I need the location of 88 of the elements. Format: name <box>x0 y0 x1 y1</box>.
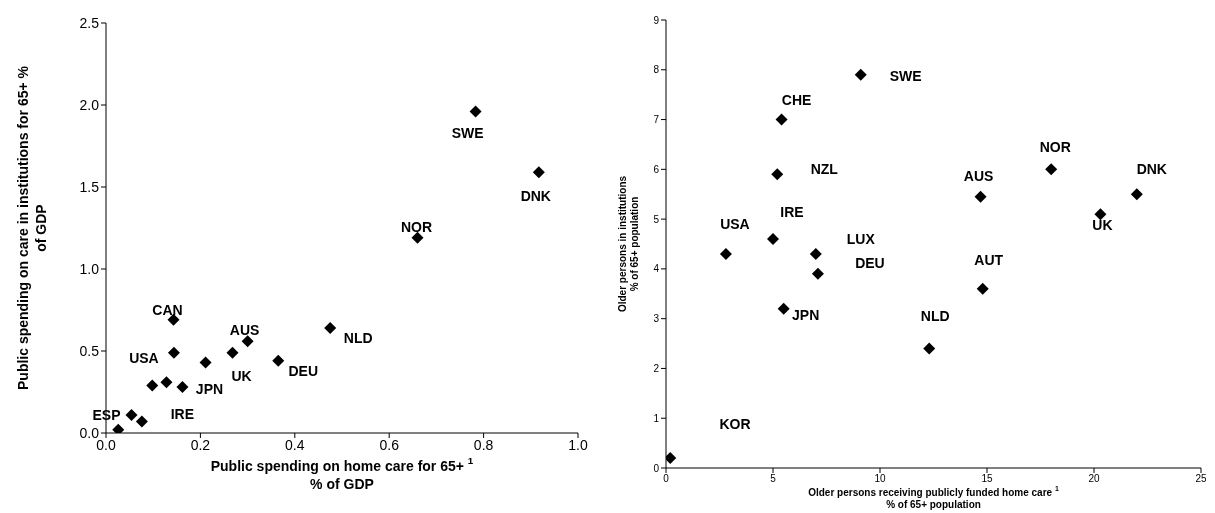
annotation: NLD <box>343 330 373 347</box>
y-tick-label: 0.0 <box>79 424 100 441</box>
point <box>112 423 125 433</box>
annotation: NLD <box>920 307 950 324</box>
point <box>811 267 824 280</box>
annotation: DNK <box>1136 161 1167 178</box>
y-tick-label: 7 <box>653 114 660 126</box>
annotation: NZL <box>810 161 839 178</box>
annotation: IRE <box>780 203 804 220</box>
point <box>809 247 822 260</box>
annotation: NOR <box>400 218 433 235</box>
annotation: DEU <box>855 254 885 271</box>
point <box>775 113 788 126</box>
annotation: LUX <box>846 230 876 247</box>
point <box>532 166 545 179</box>
point <box>666 452 677 465</box>
annotation: SWE <box>451 124 484 141</box>
annotation: AUS <box>229 322 260 339</box>
point <box>226 346 239 359</box>
point <box>976 282 989 295</box>
point <box>854 68 867 81</box>
annotation: CAN <box>152 301 183 318</box>
annotation: JPN <box>792 306 820 323</box>
x-tick-label: 0 <box>663 473 670 485</box>
annotation: DEU <box>288 362 319 379</box>
annotation: AUT <box>974 251 1004 268</box>
annotation: DNK <box>520 188 551 205</box>
x-tick-label: 5 <box>770 473 777 485</box>
annotation: JPN <box>195 381 224 398</box>
y-tick-label: 4 <box>653 263 660 275</box>
y-tick-label: 6 <box>653 163 660 175</box>
point <box>125 408 138 421</box>
point <box>923 342 936 355</box>
y-tick-label: 5 <box>653 213 660 225</box>
y-tick-label: 8 <box>653 64 660 76</box>
point <box>767 233 779 246</box>
x-tick-label: 15 <box>981 473 993 485</box>
annotation: NOR <box>1039 139 1071 156</box>
point <box>324 322 337 335</box>
annotation: KOR <box>719 416 751 432</box>
point <box>160 376 173 389</box>
point <box>176 381 189 394</box>
x-tick-label: 20 <box>1088 473 1100 485</box>
x-tick-label: 0.8 <box>473 436 494 453</box>
text: Public spending on home care for 65+ $^{1}$ % of GDP <box>210 455 474 492</box>
point <box>272 354 285 367</box>
y-tick-label: 1.0 <box>79 260 100 277</box>
annotation: SWE <box>889 67 922 84</box>
point <box>771 168 784 181</box>
annotation: CHE <box>781 91 812 108</box>
x-tick-label: 10 <box>874 473 886 485</box>
y-tick-label: 9 <box>653 14 660 26</box>
x-tick-label: 0.2 <box>190 436 211 453</box>
point <box>1130 188 1143 201</box>
point <box>469 105 482 118</box>
point <box>719 247 732 260</box>
x-tick-label: 1.0 <box>568 436 588 453</box>
y-tick-label: 1 <box>653 412 660 424</box>
annotation: ESP <box>92 406 121 423</box>
text: Older persons receiving publicly funded home care $^{1}$ % of 65+ population <box>808 484 1059 510</box>
annotation: IRE <box>170 406 195 423</box>
point <box>1045 163 1058 176</box>
annotation: UK <box>231 367 252 384</box>
y-tick-label: 3 <box>653 313 660 325</box>
point <box>167 346 180 359</box>
annotation: USA <box>129 349 159 366</box>
point <box>135 415 148 428</box>
x-tick-label: 0.6 <box>379 436 400 453</box>
annotation: AUS <box>963 167 994 184</box>
point <box>199 356 212 369</box>
annotation: UK <box>1092 217 1113 234</box>
y-axis-title: Public spending on care in institutions for 65+ % of GDP <box>15 65 49 390</box>
y-tick-label: 0.5 <box>79 342 100 359</box>
x-tick-label: 25 <box>1195 473 1207 485</box>
point <box>411 231 424 244</box>
y-tick-label: 2.0 <box>79 96 100 113</box>
y-axis-title: Older persons in institutions % of 65+ population <box>616 175 640 313</box>
x-tick-label: 0.4 <box>285 436 305 453</box>
point <box>1094 208 1107 221</box>
y-tick-label: 0 <box>653 462 660 474</box>
y-tick-label: 2 <box>653 362 660 374</box>
point <box>241 335 254 348</box>
point <box>974 190 987 203</box>
point <box>146 379 159 392</box>
y-tick-label: 1.5 <box>79 178 100 195</box>
point <box>777 302 790 315</box>
annotation: USA <box>720 215 750 232</box>
y-tick-label: 2.5 <box>79 14 100 31</box>
